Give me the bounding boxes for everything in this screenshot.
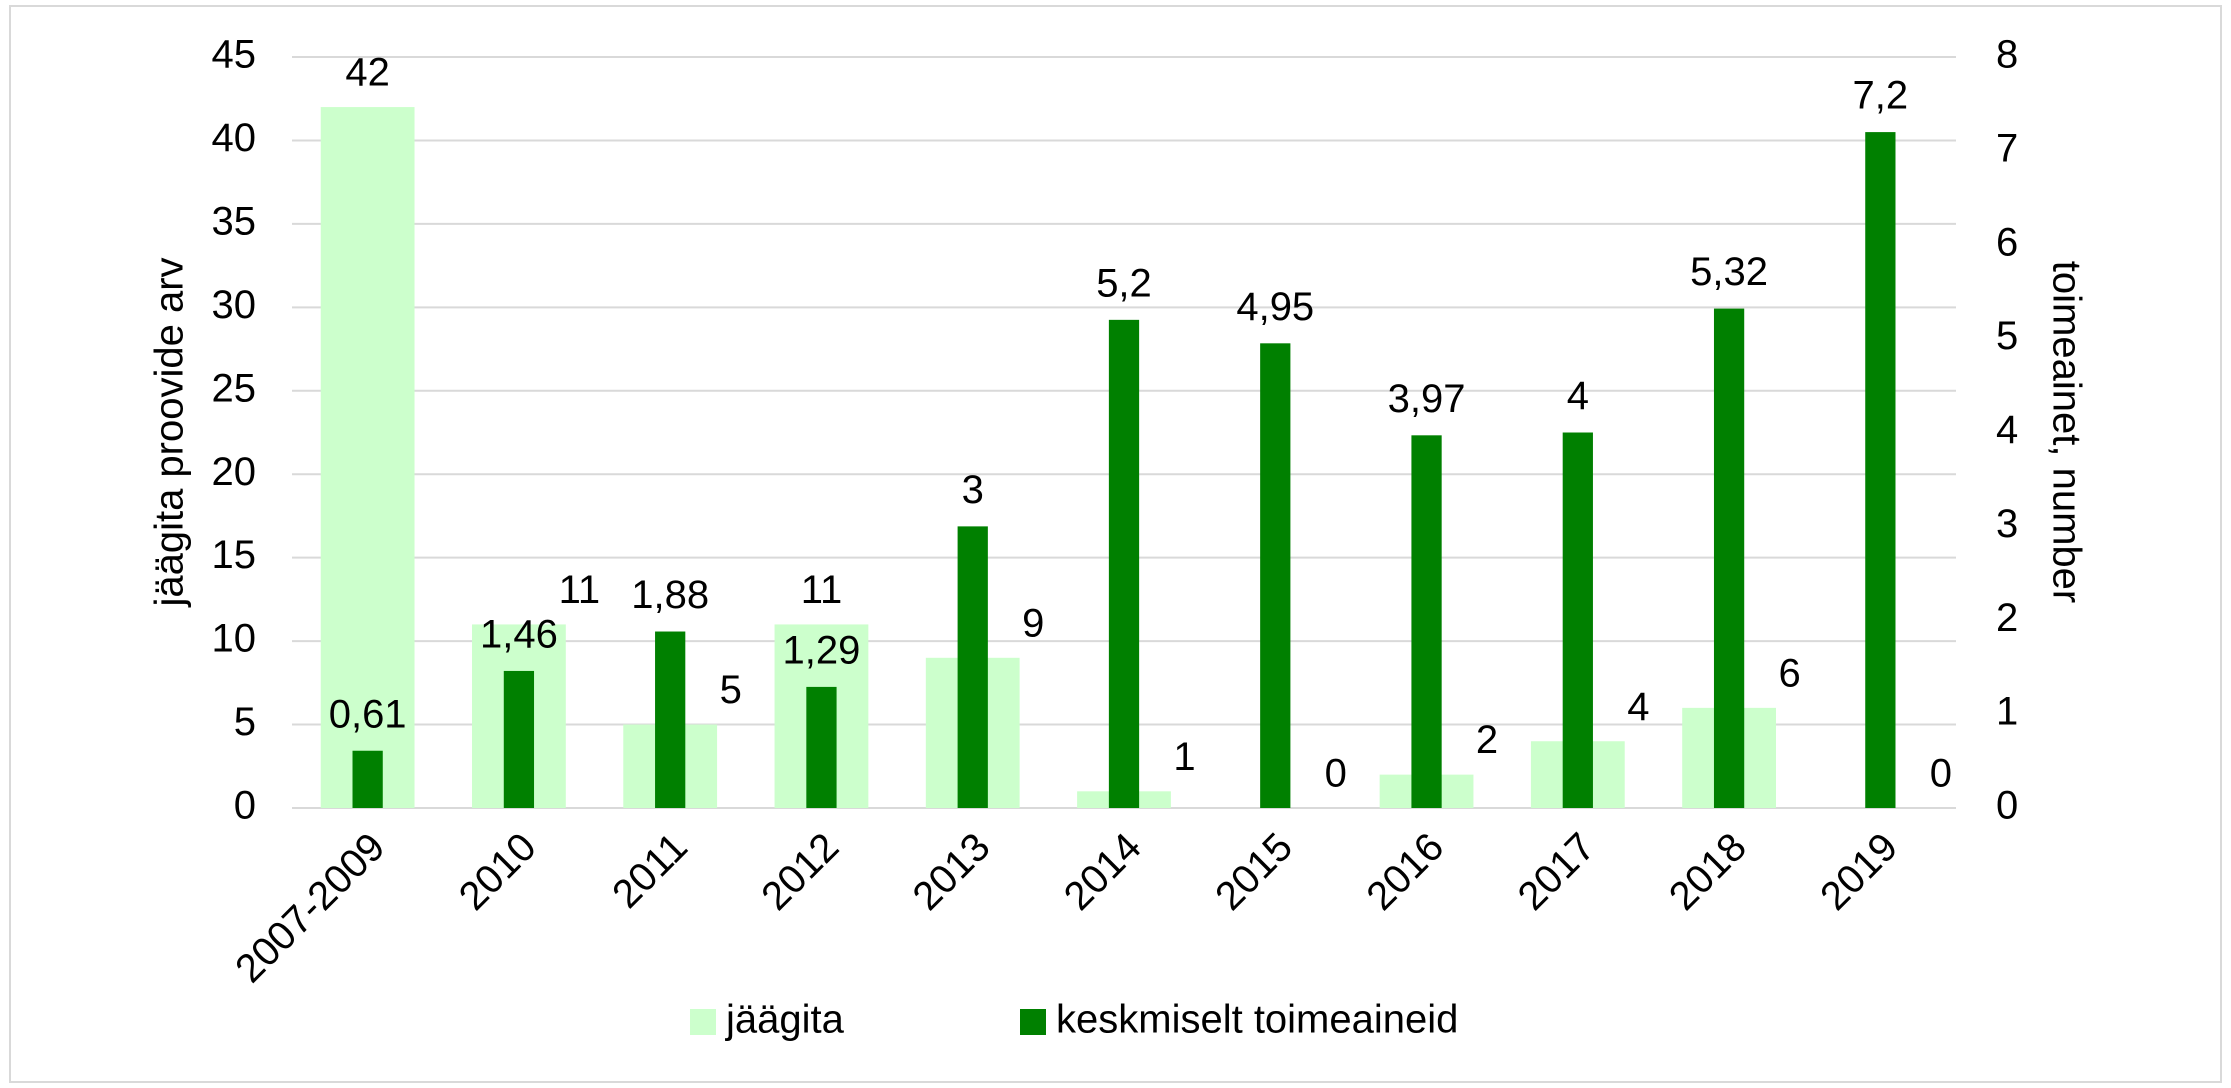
data-label: 6 [1778, 651, 1800, 695]
data-label: 0 [1325, 752, 1347, 796]
y2-tick-label: 2 [1996, 596, 2018, 640]
y2-tick-label: 8 [1996, 33, 2018, 77]
data-label: 1,29 [783, 628, 861, 672]
y2-tick-label: 3 [1996, 502, 2018, 546]
data-label: 1,88 [631, 573, 709, 617]
y2-tick-label: 5 [1996, 314, 2018, 358]
data-label: 3,97 [1388, 377, 1466, 421]
legend-label: jäägita [725, 998, 845, 1042]
y-tick-label: 15 [212, 533, 257, 577]
legend-swatch [1020, 1009, 1046, 1035]
y-tick-label: 40 [212, 116, 257, 160]
bar [1865, 132, 1896, 809]
bar [1108, 319, 1140, 808]
data-label: 9 [1022, 601, 1044, 645]
y2-tick-label: 4 [1996, 408, 2018, 452]
bar [655, 631, 686, 808]
data-label: 11 [559, 568, 601, 612]
y2-tick-label: 7 [1996, 126, 2018, 170]
bar [1260, 343, 1291, 808]
y-tick-label: 10 [212, 617, 257, 661]
data-label: 1 [1173, 735, 1195, 779]
bar [1562, 432, 1593, 808]
data-label: 42 [345, 51, 390, 95]
y-tick-label: 35 [212, 199, 257, 243]
data-label: 0 [1930, 752, 1952, 796]
data-label: 4,95 [1236, 285, 1314, 329]
y2-tick-label: 1 [1996, 690, 2018, 734]
legend-label: keskmiselt toimeaineid [1056, 998, 1458, 1042]
data-label: 5,32 [1690, 250, 1768, 294]
bar [1713, 308, 1745, 808]
bar [806, 686, 837, 808]
y-tick-label: 20 [212, 450, 257, 494]
data-label: 11 [801, 568, 843, 612]
y-tick-label: 5 [234, 700, 256, 744]
y-tick-label: 0 [234, 784, 256, 828]
data-label: 0,61 [329, 692, 407, 736]
data-label: 5 [720, 668, 742, 712]
y2-axis-title: toimeainet, number [2044, 261, 2088, 603]
y2-tick-label: 0 [1996, 784, 2018, 828]
y2-tick-label: 6 [1996, 220, 2018, 264]
bar [320, 107, 415, 809]
data-label: 5,2 [1096, 261, 1152, 305]
legend-swatch [690, 1009, 716, 1035]
bar [1411, 435, 1442, 808]
y-axis-title: jäägita proovide arv [148, 257, 192, 607]
bar [957, 526, 988, 808]
y-tick-label: 25 [212, 366, 257, 410]
y-tick-label: 45 [212, 33, 257, 77]
bar [503, 670, 535, 808]
data-label: 7,2 [1853, 74, 1909, 118]
data-label: 2 [1476, 718, 1498, 762]
y-tick-label: 30 [212, 283, 257, 327]
data-label: 3 [962, 468, 984, 512]
data-label: 4 [1627, 685, 1649, 729]
data-label: 1,46 [480, 613, 558, 657]
data-label: 4 [1567, 374, 1589, 418]
bar [352, 750, 383, 808]
